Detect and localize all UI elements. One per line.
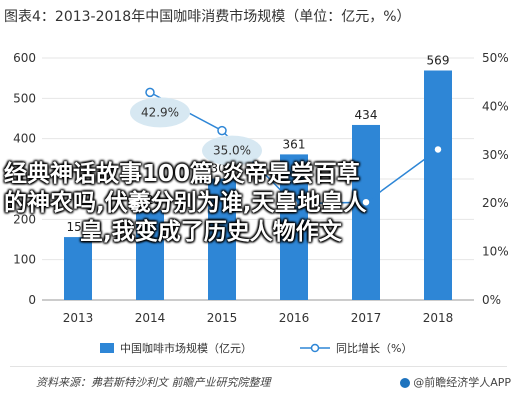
y-left-tick-label: 400: [13, 132, 36, 146]
legend-bar-label: 中国咖啡市场规模（亿元）: [120, 341, 252, 355]
x-tick-label: 2014: [135, 311, 166, 325]
overlay-line-2: 的神农吗,伏羲分别为谁,天皇地皇人: [4, 190, 367, 216]
bar: [280, 154, 308, 300]
growth-data-label: 42.9%: [141, 105, 179, 119]
y-right-tick-label: 10%: [482, 245, 509, 259]
footer-divider: [10, 366, 507, 367]
chart-title: 图表4：2013-2018年中国咖啡消费市场规模（单位：亿元，%）: [4, 9, 411, 25]
growth-point: [217, 125, 227, 136]
legend-line-marker: [310, 343, 320, 353]
overlay-line-1: 经典神话故事100篇,炎帝是尝百草: [4, 161, 360, 187]
bar: [208, 178, 236, 300]
bar-data-label: 361: [283, 137, 306, 151]
overlay-caption: 经典神话故事100篇,炎帝是尝百草 的神农吗,伏羲分别为谁,天皇地皇人 皇,我变…: [0, 160, 517, 247]
y-left-tick-label: 200: [13, 212, 36, 226]
y-right-tick-label: 30%: [482, 148, 509, 162]
brand-text: @前瞻经济学人APP: [413, 376, 511, 389]
bar: [64, 237, 92, 300]
source-note: 资料来源：弗若斯特沙利文 前瞻产业研究院整理: [36, 376, 271, 389]
bar: [424, 70, 452, 301]
y-left-tick-label: 500: [13, 91, 36, 105]
overlay-line-3: 皇,我变成了历史人物作文: [80, 219, 342, 245]
growth-point: [433, 144, 443, 155]
y-left-tick-label: 0: [28, 293, 36, 307]
bar-data-label: 434: [355, 108, 378, 122]
legend-bar-swatch: [100, 343, 114, 353]
growth-label-bubble: [202, 135, 262, 166]
bar-data-label: 156: [67, 220, 90, 234]
bar: [136, 210, 164, 300]
x-tick-label: 2018: [423, 311, 454, 325]
bar-data-label: 569: [427, 54, 450, 68]
legend-line-label: 同比增长（%）: [336, 341, 412, 355]
growth-label-bubble: [130, 97, 190, 128]
bar: [352, 124, 380, 300]
x-tick-label: 2013: [63, 311, 94, 325]
growth-data-label: 35.0%: [213, 144, 251, 158]
x-tick-label: 2015: [207, 311, 238, 325]
y-left-tick-label: 300: [13, 172, 36, 186]
y-right-tick-label: 0%: [482, 293, 501, 307]
x-tick-label: 2017: [351, 311, 382, 325]
growth-point: [361, 197, 371, 207]
growth-point: [289, 198, 299, 209]
y-left-tick-label: 100: [13, 253, 36, 267]
y-right-tick-label: 50%: [482, 51, 509, 65]
x-tick-label: 2016: [279, 311, 310, 325]
y-right-tick-label: 40%: [482, 99, 509, 113]
brand-logo-icon: [400, 378, 411, 388]
y-left-tick-label: 600: [13, 51, 36, 65]
y-right-tick-label: 20%: [482, 196, 509, 210]
bar-data-label: 223: [139, 193, 162, 207]
brand-credit: @前瞻经济学人APP: [400, 374, 511, 390]
growth-point: [145, 87, 155, 98]
